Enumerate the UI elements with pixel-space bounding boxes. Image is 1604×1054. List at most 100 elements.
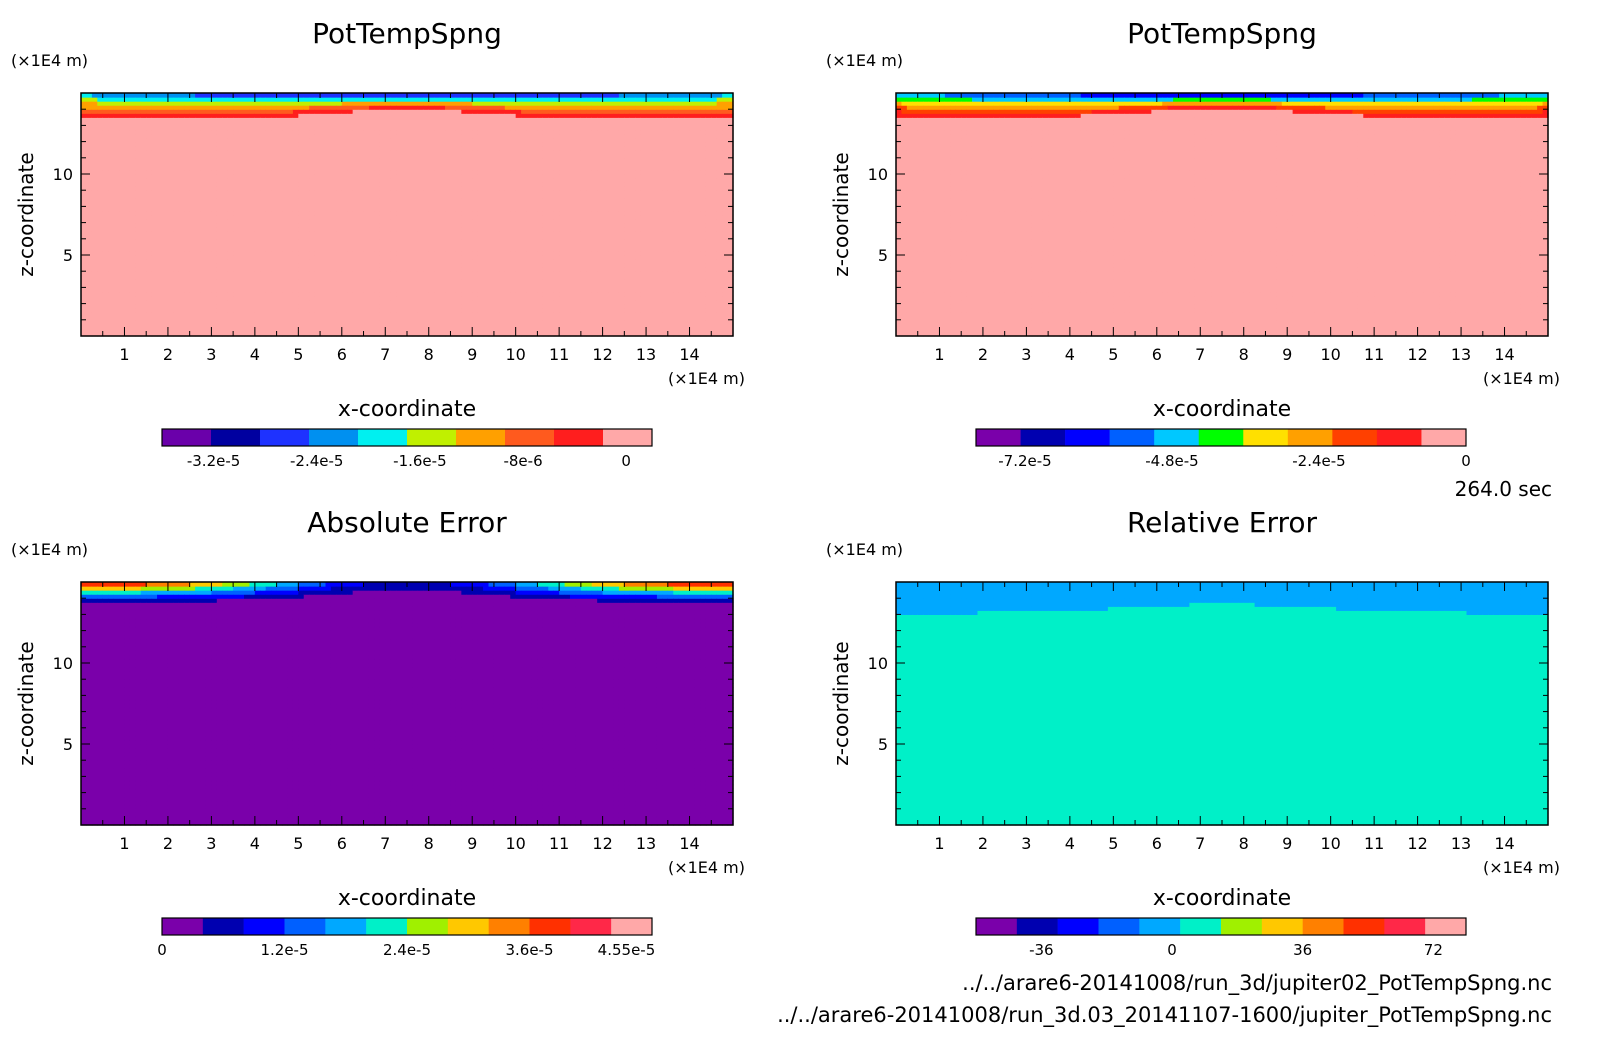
heatmap-cell <box>358 231 364 236</box>
heatmap-cell <box>445 259 451 264</box>
heatmap-cell <box>222 267 228 272</box>
heatmap-cell <box>157 198 163 203</box>
heatmap-cell <box>124 170 130 175</box>
heatmap-cell <box>450 279 456 284</box>
heatmap-cell <box>304 235 310 240</box>
heatmap-cell <box>331 154 337 159</box>
heatmap-cell <box>353 235 359 240</box>
heatmap-cell <box>440 219 446 224</box>
heatmap-cell <box>391 255 397 260</box>
heatmap-cell <box>412 227 418 232</box>
heatmap-cell <box>287 283 293 288</box>
heatmap-cell <box>369 105 375 110</box>
heatmap-cell <box>287 275 293 280</box>
heatmap-cell <box>429 275 435 280</box>
heatmap-cell <box>336 117 342 122</box>
heatmap-cell <box>141 170 147 175</box>
heatmap-cell <box>130 263 136 268</box>
heatmap-cell <box>163 279 169 284</box>
heatmap-cell <box>369 142 375 147</box>
heatmap-cell <box>92 275 98 280</box>
heatmap-cell <box>146 247 152 252</box>
heatmap-cell <box>396 300 402 305</box>
heatmap-cell <box>277 178 283 183</box>
heatmap-cell <box>353 324 359 329</box>
heatmap-cell <box>358 186 364 191</box>
heatmap-cell <box>168 113 174 118</box>
heatmap-cell <box>190 158 196 163</box>
heatmap-cell <box>86 243 92 248</box>
heatmap-cell <box>201 328 207 333</box>
heatmap-cell <box>326 105 332 110</box>
heatmap-cell <box>369 219 375 224</box>
heatmap-cell <box>293 300 299 305</box>
heatmap-cell <box>298 328 304 333</box>
heatmap-cell <box>271 255 277 260</box>
heatmap-cell <box>168 190 174 195</box>
heatmap-cell <box>309 243 315 248</box>
heatmap-cell <box>81 174 87 179</box>
heatmap-cell <box>173 243 179 248</box>
heatmap-cell <box>358 117 364 122</box>
heatmap-cell <box>108 206 114 211</box>
heatmap-cell <box>195 312 201 317</box>
heatmap-cell <box>336 300 342 305</box>
heatmap-cell <box>260 162 266 167</box>
heatmap-cell <box>304 287 310 292</box>
heatmap-cell <box>114 235 120 240</box>
heatmap-cell <box>423 243 429 248</box>
heatmap-cell <box>114 134 120 139</box>
heatmap-cell <box>342 283 348 288</box>
heatmap-cell <box>157 304 163 309</box>
heatmap-cell <box>277 109 283 114</box>
heatmap-cell <box>358 263 364 268</box>
heatmap-cell <box>114 146 120 151</box>
heatmap-cell <box>108 239 114 244</box>
heatmap-cell <box>412 190 418 195</box>
heatmap-cell <box>326 227 332 232</box>
heatmap-cell <box>141 158 147 163</box>
heatmap-cell <box>271 186 277 191</box>
heatmap-cell <box>326 125 332 130</box>
heatmap-cell <box>326 328 332 333</box>
heatmap-cell <box>217 219 223 224</box>
heatmap-cell <box>81 146 87 151</box>
heatmap-cell <box>92 170 98 175</box>
heatmap-cell <box>391 291 397 296</box>
heatmap-cell <box>152 117 158 122</box>
heatmap-cell <box>97 194 103 199</box>
heatmap-cell <box>271 291 277 296</box>
heatmap-cell <box>163 158 169 163</box>
heatmap-cell <box>108 202 114 207</box>
heatmap-cell <box>456 263 462 268</box>
heatmap-cell <box>336 190 342 195</box>
heatmap-cell <box>364 304 370 309</box>
heatmap-cell <box>374 308 380 313</box>
heatmap-cell <box>239 259 245 264</box>
heatmap-cell <box>320 231 326 236</box>
heatmap-cell <box>244 296 250 301</box>
heatmap-cell <box>173 117 179 122</box>
heatmap-cell <box>277 215 283 220</box>
heatmap-cell <box>108 134 114 139</box>
heatmap-cell <box>407 113 413 118</box>
heatmap-cell <box>108 158 114 163</box>
heatmap-cell <box>434 202 440 207</box>
heatmap-cell <box>396 251 402 256</box>
heatmap-cell <box>168 210 174 215</box>
heatmap-cell <box>309 182 315 187</box>
heatmap-cell <box>168 247 174 252</box>
heatmap-cell <box>326 117 332 122</box>
heatmap-cell <box>168 146 174 151</box>
heatmap-cell <box>423 271 429 276</box>
heatmap-cell <box>184 219 190 224</box>
heatmap-cell <box>396 134 402 139</box>
heatmap-cell <box>255 227 261 232</box>
heatmap-cell <box>135 166 141 171</box>
heatmap-cell <box>124 227 130 232</box>
heatmap-cell <box>195 263 201 268</box>
heatmap-cell <box>222 117 228 122</box>
heatmap-cell <box>391 105 397 110</box>
heatmap-cell <box>233 121 239 126</box>
heatmap-cell <box>168 239 174 244</box>
